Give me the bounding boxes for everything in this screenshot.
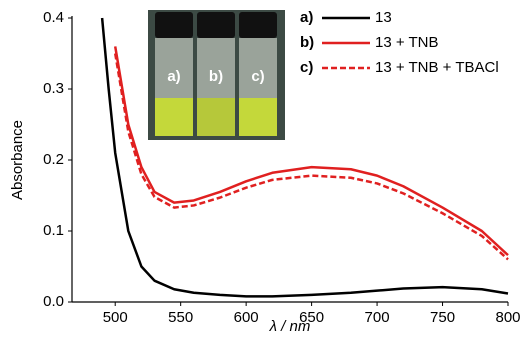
x-tick-label: 700 xyxy=(365,309,390,326)
x-axis-label: λ / nm xyxy=(269,318,311,335)
series-line xyxy=(100,17,509,298)
y-axis-label: Absorbance xyxy=(9,120,26,200)
x-tick-label: 650 xyxy=(299,309,324,326)
legend-entry: 13 + TNB xyxy=(375,34,439,51)
inset-label: a) xyxy=(167,68,180,85)
x-tick-label: 550 xyxy=(168,309,193,326)
x-tick-label: 800 xyxy=(495,309,520,326)
legend-label: c) xyxy=(300,59,313,76)
series-line xyxy=(113,53,509,261)
y-tick-label: 0.2 xyxy=(43,151,64,168)
y-tick-label: 0.4 xyxy=(43,9,64,26)
legend-entry: 13 + TNB + TBACl xyxy=(375,59,499,76)
legend-entry: 13 xyxy=(375,9,392,26)
x-tick-label: 500 xyxy=(103,309,128,326)
inset-label: b) xyxy=(209,68,223,85)
legend-label: b) xyxy=(300,34,314,51)
x-tick-label: 750 xyxy=(430,309,455,326)
y-tick-label: 0.3 xyxy=(43,80,64,97)
x-tick-label: 600 xyxy=(234,309,259,326)
legend-label: a) xyxy=(300,9,313,26)
series-line xyxy=(113,46,509,257)
inset-photo xyxy=(148,10,285,140)
y-tick-label: 0.0 xyxy=(43,293,64,310)
inset-label: c) xyxy=(251,68,264,85)
y-tick-label: 0.1 xyxy=(43,222,64,239)
